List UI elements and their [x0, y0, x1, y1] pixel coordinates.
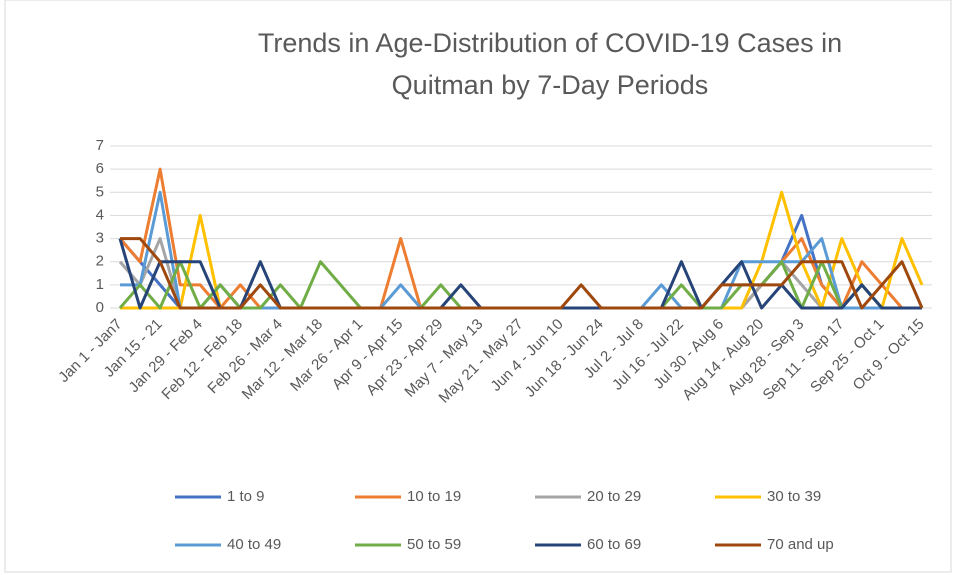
- y-tick-label: 6: [96, 160, 104, 177]
- x-tick-label: Oct 9 - Oct 15: [850, 316, 928, 394]
- series-line: [118, 238, 922, 310]
- y-tick-label: 3: [96, 230, 104, 247]
- series-line: [120, 190, 924, 310]
- legend-label: 1 to 9: [227, 488, 265, 505]
- chart-title: Trends in Age-Distribution of COVID-19 C…: [257, 28, 843, 100]
- legend-label: 70 and up: [767, 536, 834, 553]
- series-line: [120, 190, 922, 310]
- y-tick-label: 2: [96, 253, 104, 270]
- legend-label: 10 to 19: [407, 488, 461, 505]
- y-tick-label: 0: [96, 299, 104, 316]
- legend-label: 20 to 29: [587, 488, 641, 505]
- y-tick-label: 4: [96, 206, 104, 223]
- y-tick-label: 5: [96, 183, 104, 200]
- legend-label: 60 to 69: [587, 536, 641, 553]
- y-tick-label: 7: [96, 137, 104, 154]
- series-line: [120, 237, 924, 310]
- y-tick-label: 1: [96, 276, 104, 293]
- chart-border: [4, 0, 952, 573]
- legend-label: 30 to 39: [767, 488, 821, 505]
- series-line: [118, 237, 922, 310]
- legend-label: 40 to 49: [227, 536, 281, 553]
- legend-label: 50 to 59: [407, 536, 461, 553]
